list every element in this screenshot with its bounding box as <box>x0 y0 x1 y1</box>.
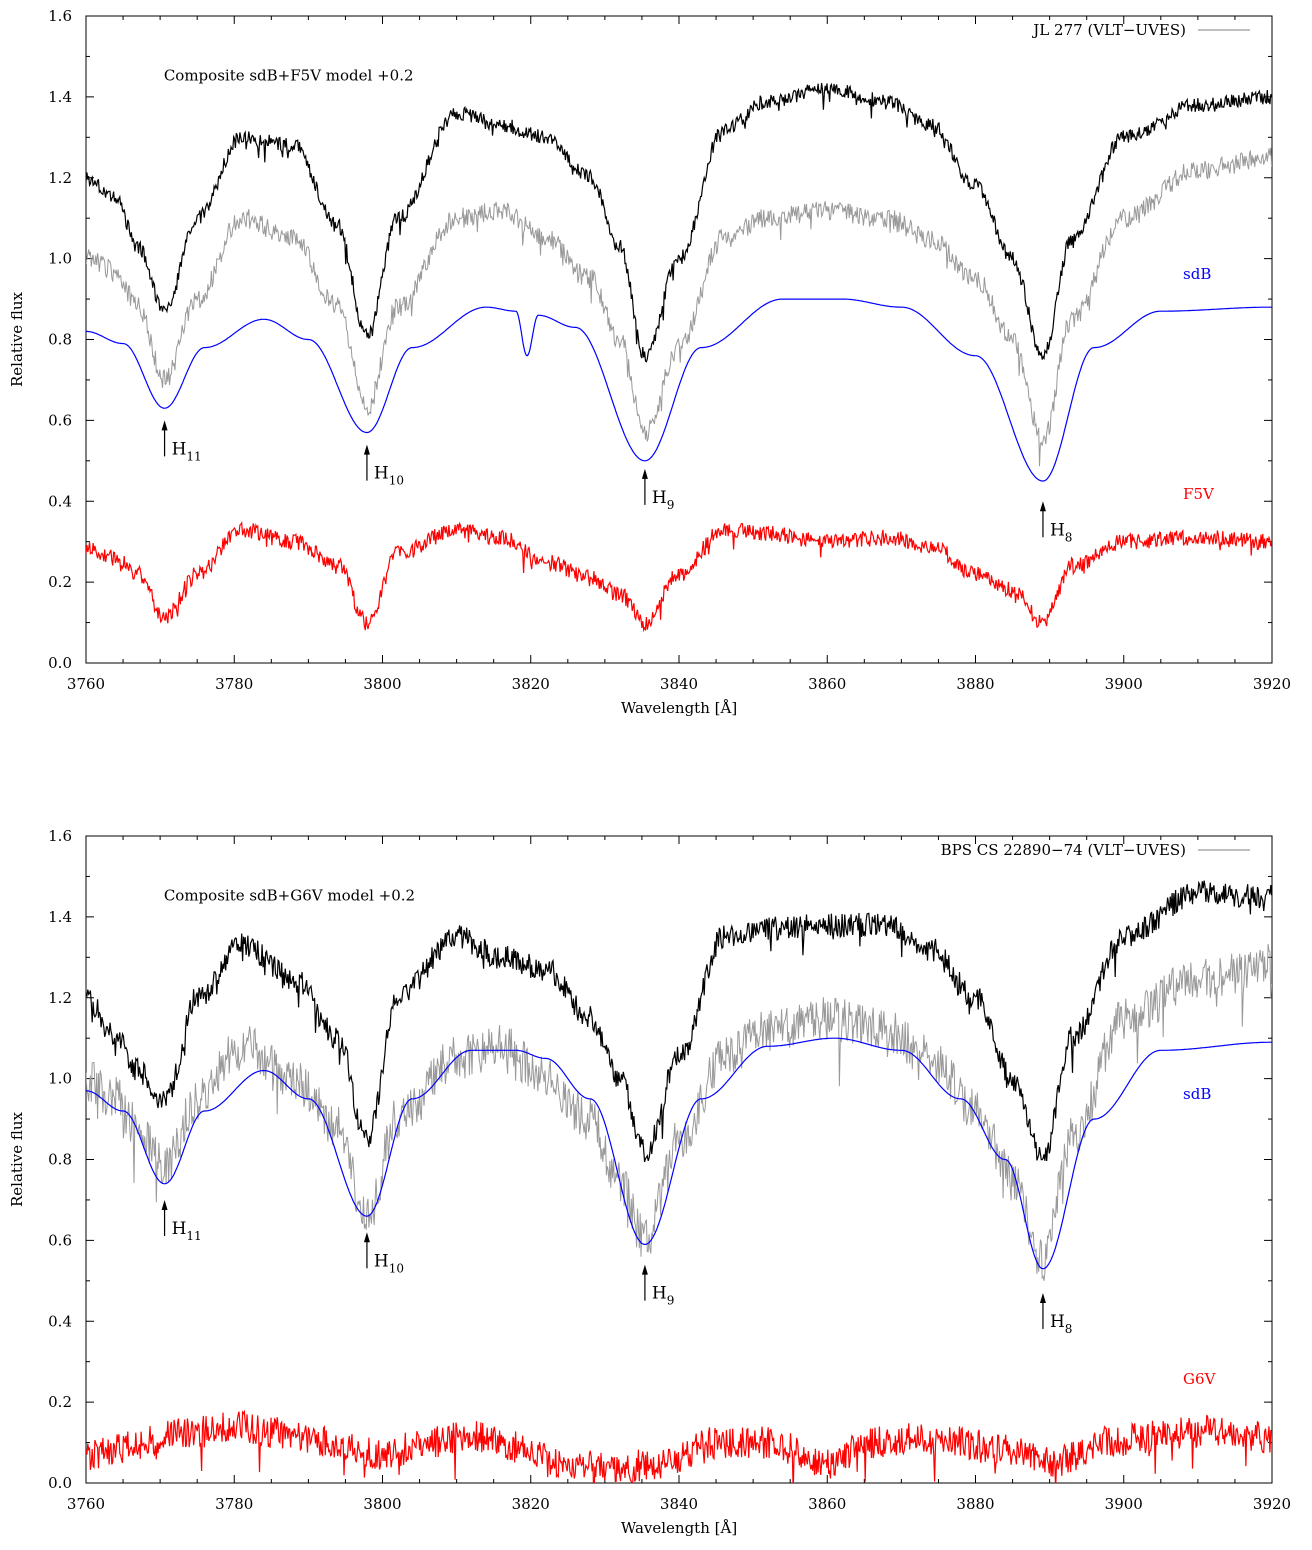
y-tick-label: 1.0 <box>48 1070 72 1088</box>
y-tick-label: 0.6 <box>48 1231 72 1249</box>
line-label-base: H <box>1050 520 1065 540</box>
line-label-subscript: 9 <box>667 1294 675 1308</box>
y-axis-label: Relative flux <box>8 291 26 387</box>
plot-area <box>86 880 1272 1483</box>
y-tick-label: 1.6 <box>48 7 72 25</box>
x-tick-label: 3780 <box>215 1495 253 1513</box>
series-line-composite-model <box>86 82 1272 363</box>
y-tick-label: 1.6 <box>48 827 72 845</box>
series-line-sdb-model <box>86 298 1272 482</box>
arrow-head-icon <box>641 468 648 479</box>
x-axis-label: Wavelength [Å] <box>621 699 737 717</box>
x-tick-label: 3880 <box>956 675 994 693</box>
x-tick-label: 3900 <box>1105 675 1143 693</box>
line-label: H10 <box>374 1251 404 1275</box>
x-tick-label: 3820 <box>512 675 550 693</box>
line-label-subscript: 11 <box>186 449 201 463</box>
line-label-subscript: 8 <box>1065 530 1073 544</box>
component-label: sdB <box>1183 265 1211 283</box>
y-tick-label: 0.4 <box>48 492 72 510</box>
y-tick-label: 0.8 <box>48 1151 72 1169</box>
series-line-g6v-model <box>86 1409 1272 1483</box>
series-line-observed-jl-277- <box>86 147 1272 467</box>
arrow-head-icon <box>363 444 370 455</box>
component-label: G6V <box>1183 1370 1217 1388</box>
component-label: sdB <box>1183 1085 1211 1103</box>
chart-panel-bottom: 3760 3780 3800 3820 3840 3860 3880 3900 3920 0.0 0… <box>8 827 1291 1537</box>
plot-frame <box>85 15 1273 664</box>
y-tick-label: 0.2 <box>48 573 72 591</box>
line-label: H8 <box>1050 1312 1072 1336</box>
x-tick-label: 3860 <box>808 675 846 693</box>
line-label-subscript: 8 <box>1065 1322 1073 1336</box>
x-tick-label: 3880 <box>956 1495 994 1513</box>
y-tick-label: 1.0 <box>48 250 72 268</box>
x-tick-label: 3780 <box>215 675 253 693</box>
line-label-base: H <box>652 488 667 508</box>
y-tick-label: 0.0 <box>48 1474 72 1492</box>
x-axis-label: Wavelength [Å] <box>621 1519 737 1537</box>
line-label: H9 <box>652 488 674 512</box>
x-tick-label: 3920 <box>1253 1495 1291 1513</box>
x-tick-label: 3760 <box>67 675 105 693</box>
x-tick-label: 3800 <box>363 1495 401 1513</box>
line-label: H9 <box>652 1284 674 1308</box>
x-tick-label: 3760 <box>67 1495 105 1513</box>
arrow-head-icon <box>641 1264 648 1275</box>
line-label-base: H <box>172 1219 187 1239</box>
y-tick-label: 0.0 <box>48 654 72 672</box>
x-tick-label: 3900 <box>1105 1495 1143 1513</box>
x-tick-label: 3820 <box>512 1495 550 1513</box>
y-tick-label: 1.2 <box>48 989 72 1007</box>
y-tick-label: 0.2 <box>48 1393 72 1411</box>
plot-area <box>86 82 1272 633</box>
chart-panel-top: 3760 3780 3800 3820 3840 3860 3880 3900 3920 0.0 0… <box>8 7 1291 717</box>
y-tick-label: 0.8 <box>48 331 72 349</box>
x-tick-label: 3920 <box>1253 675 1291 693</box>
x-tick-label: 3800 <box>363 675 401 693</box>
line-label-base: H <box>374 1251 389 1271</box>
line-label-base: H <box>172 439 187 459</box>
x-tick-label: 3860 <box>808 1495 846 1513</box>
arrow-head-icon <box>363 1232 370 1243</box>
series-line-observed-bps-cs-22890-74- <box>86 943 1272 1281</box>
line-label: H11 <box>172 1219 202 1243</box>
arrow-head-icon <box>1039 1292 1046 1303</box>
line-label-base: H <box>652 1284 667 1304</box>
legend-label: BPS CS 22890−74 (VLT−UVES) <box>941 841 1186 859</box>
line-label-base: H <box>1050 1312 1065 1332</box>
component-label: F5V <box>1183 485 1215 503</box>
y-tick-label: 1.2 <box>48 169 72 187</box>
line-label-subscript: 10 <box>389 474 404 488</box>
y-tick-label: 0.4 <box>48 1312 72 1330</box>
series-line-f5v-model <box>86 521 1272 633</box>
y-axis-label: Relative flux <box>8 1111 26 1207</box>
model-annotation: Composite sdB+F5V model +0.2 <box>164 67 414 85</box>
y-tick-label: 1.4 <box>48 88 72 106</box>
x-tick-label: 3840 <box>660 675 698 693</box>
series-line-composite-model <box>86 880 1272 1163</box>
y-tick-label: 0.6 <box>48 411 72 429</box>
legend-label: JL 277 (VLT−UVES) <box>1031 21 1186 39</box>
line-label-subscript: 11 <box>186 1229 201 1243</box>
line-label-base: H <box>374 464 389 484</box>
arrow-head-icon <box>1039 501 1046 512</box>
arrow-head-icon <box>161 420 168 431</box>
model-annotation: Composite sdB+G6V model +0.2 <box>164 887 415 905</box>
plot-frame <box>85 835 1273 1484</box>
arrow-head-icon <box>161 1199 168 1210</box>
series-line-sdb-model <box>86 1037 1272 1270</box>
line-label: H11 <box>172 439 202 463</box>
y-tick-label: 1.4 <box>48 908 72 926</box>
line-label-subscript: 9 <box>667 498 675 512</box>
line-label: H10 <box>374 464 404 488</box>
line-label-subscript: 10 <box>389 1261 404 1275</box>
line-label: H8 <box>1050 520 1072 544</box>
x-tick-label: 3840 <box>660 1495 698 1513</box>
